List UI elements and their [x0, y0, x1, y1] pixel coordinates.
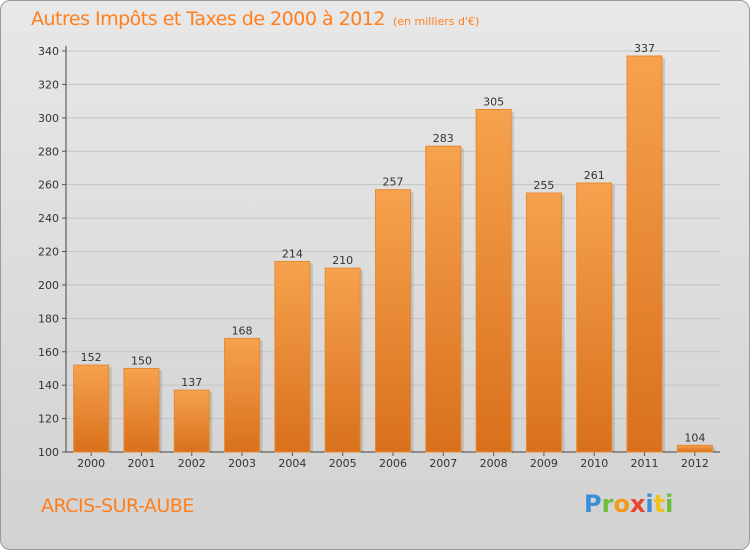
chart-unit: (en milliers d'€) — [393, 15, 480, 28]
bar-2000 — [73, 364, 110, 453]
logo-letter: P — [584, 490, 602, 518]
x-tick-label: 2003 — [228, 457, 256, 470]
logo-letter: x — [629, 490, 646, 518]
data-label-2003: 168 — [232, 324, 253, 337]
x-tick-label: 2001 — [127, 457, 155, 470]
bar-2008 — [475, 108, 512, 453]
bar-2012 — [676, 444, 713, 453]
y-tick-label: 320 — [38, 78, 59, 91]
y-tick-label: 120 — [38, 413, 59, 426]
x-tick-label: 2002 — [178, 457, 206, 470]
bar-2009 — [525, 192, 562, 453]
logo-letter: o — [613, 490, 630, 518]
y-tick-label: 300 — [38, 112, 59, 125]
logo-letter: i — [645, 490, 654, 518]
bar-2011 — [626, 55, 663, 453]
data-label-2011: 337 — [634, 42, 655, 55]
data-labels: 152 150 137 168 214 210 257 283 305 255 261 337 104 — [81, 42, 706, 444]
chart-title: Autres Impôts et Taxes de 2000 à 2012 (en… — [31, 8, 479, 30]
logo-letter: t — [653, 490, 666, 518]
data-label-2007: 283 — [433, 132, 454, 145]
data-label-2006: 257 — [383, 176, 404, 189]
bar-2005 — [324, 267, 361, 453]
logo-letter: i — [665, 490, 674, 518]
y-tick-label: 180 — [38, 312, 59, 325]
data-label-2008: 305 — [483, 95, 504, 108]
axes: 100 120 140 160 180 200 220 240 260 280 300 320 340 2… — [38, 45, 720, 470]
data-label-2010: 261 — [584, 169, 605, 182]
bar-2002 — [173, 389, 210, 453]
x-tick-label: 2012 — [681, 457, 709, 470]
chart-title-text: Autres Impôts et Taxes de 2000 à 2012 — [31, 8, 386, 30]
bar-2001 — [123, 367, 160, 453]
x-tick-label: 2004 — [278, 457, 306, 470]
data-label-2012: 104 — [684, 431, 705, 444]
y-tick-label: 240 — [38, 212, 59, 225]
y-tick-label: 200 — [38, 279, 59, 292]
x-tick-label: 2008 — [480, 457, 508, 470]
commune-name: ARCIS-SUR-AUBE — [41, 495, 194, 517]
x-tick-label: 2000 — [77, 457, 105, 470]
data-label-2005: 210 — [332, 254, 353, 267]
bar-2006 — [375, 189, 411, 453]
data-label-2002: 137 — [181, 376, 202, 389]
y-tick-label: 100 — [38, 446, 59, 459]
y-tick-label: 340 — [38, 45, 59, 58]
x-tick-label: 2007 — [429, 457, 457, 470]
y-tick-label: 160 — [38, 346, 59, 359]
x-tick-label: 2010 — [580, 457, 608, 470]
proxiti-logo: Proxiti — [584, 490, 673, 518]
x-tick-label: 2011 — [631, 457, 659, 470]
y-tick-label: 280 — [38, 145, 59, 158]
data-label-2004: 214 — [282, 248, 303, 261]
data-label-2000: 152 — [81, 351, 102, 364]
x-tick-label: 2009 — [530, 457, 558, 470]
y-tick-label: 220 — [38, 246, 59, 259]
bar-2004 — [274, 261, 311, 453]
y-tick-label: 140 — [38, 379, 59, 392]
logo-letter: r — [601, 490, 614, 518]
x-tick-label: 2006 — [379, 457, 407, 470]
bar-2007 — [425, 145, 462, 453]
bar-2003 — [224, 337, 261, 453]
bar-2010 — [576, 182, 613, 453]
data-label-2009: 255 — [533, 179, 554, 192]
x-tick-label: 2005 — [329, 457, 357, 470]
data-label-2001: 150 — [131, 354, 152, 367]
y-tick-label: 260 — [38, 179, 59, 192]
bars — [73, 55, 716, 453]
